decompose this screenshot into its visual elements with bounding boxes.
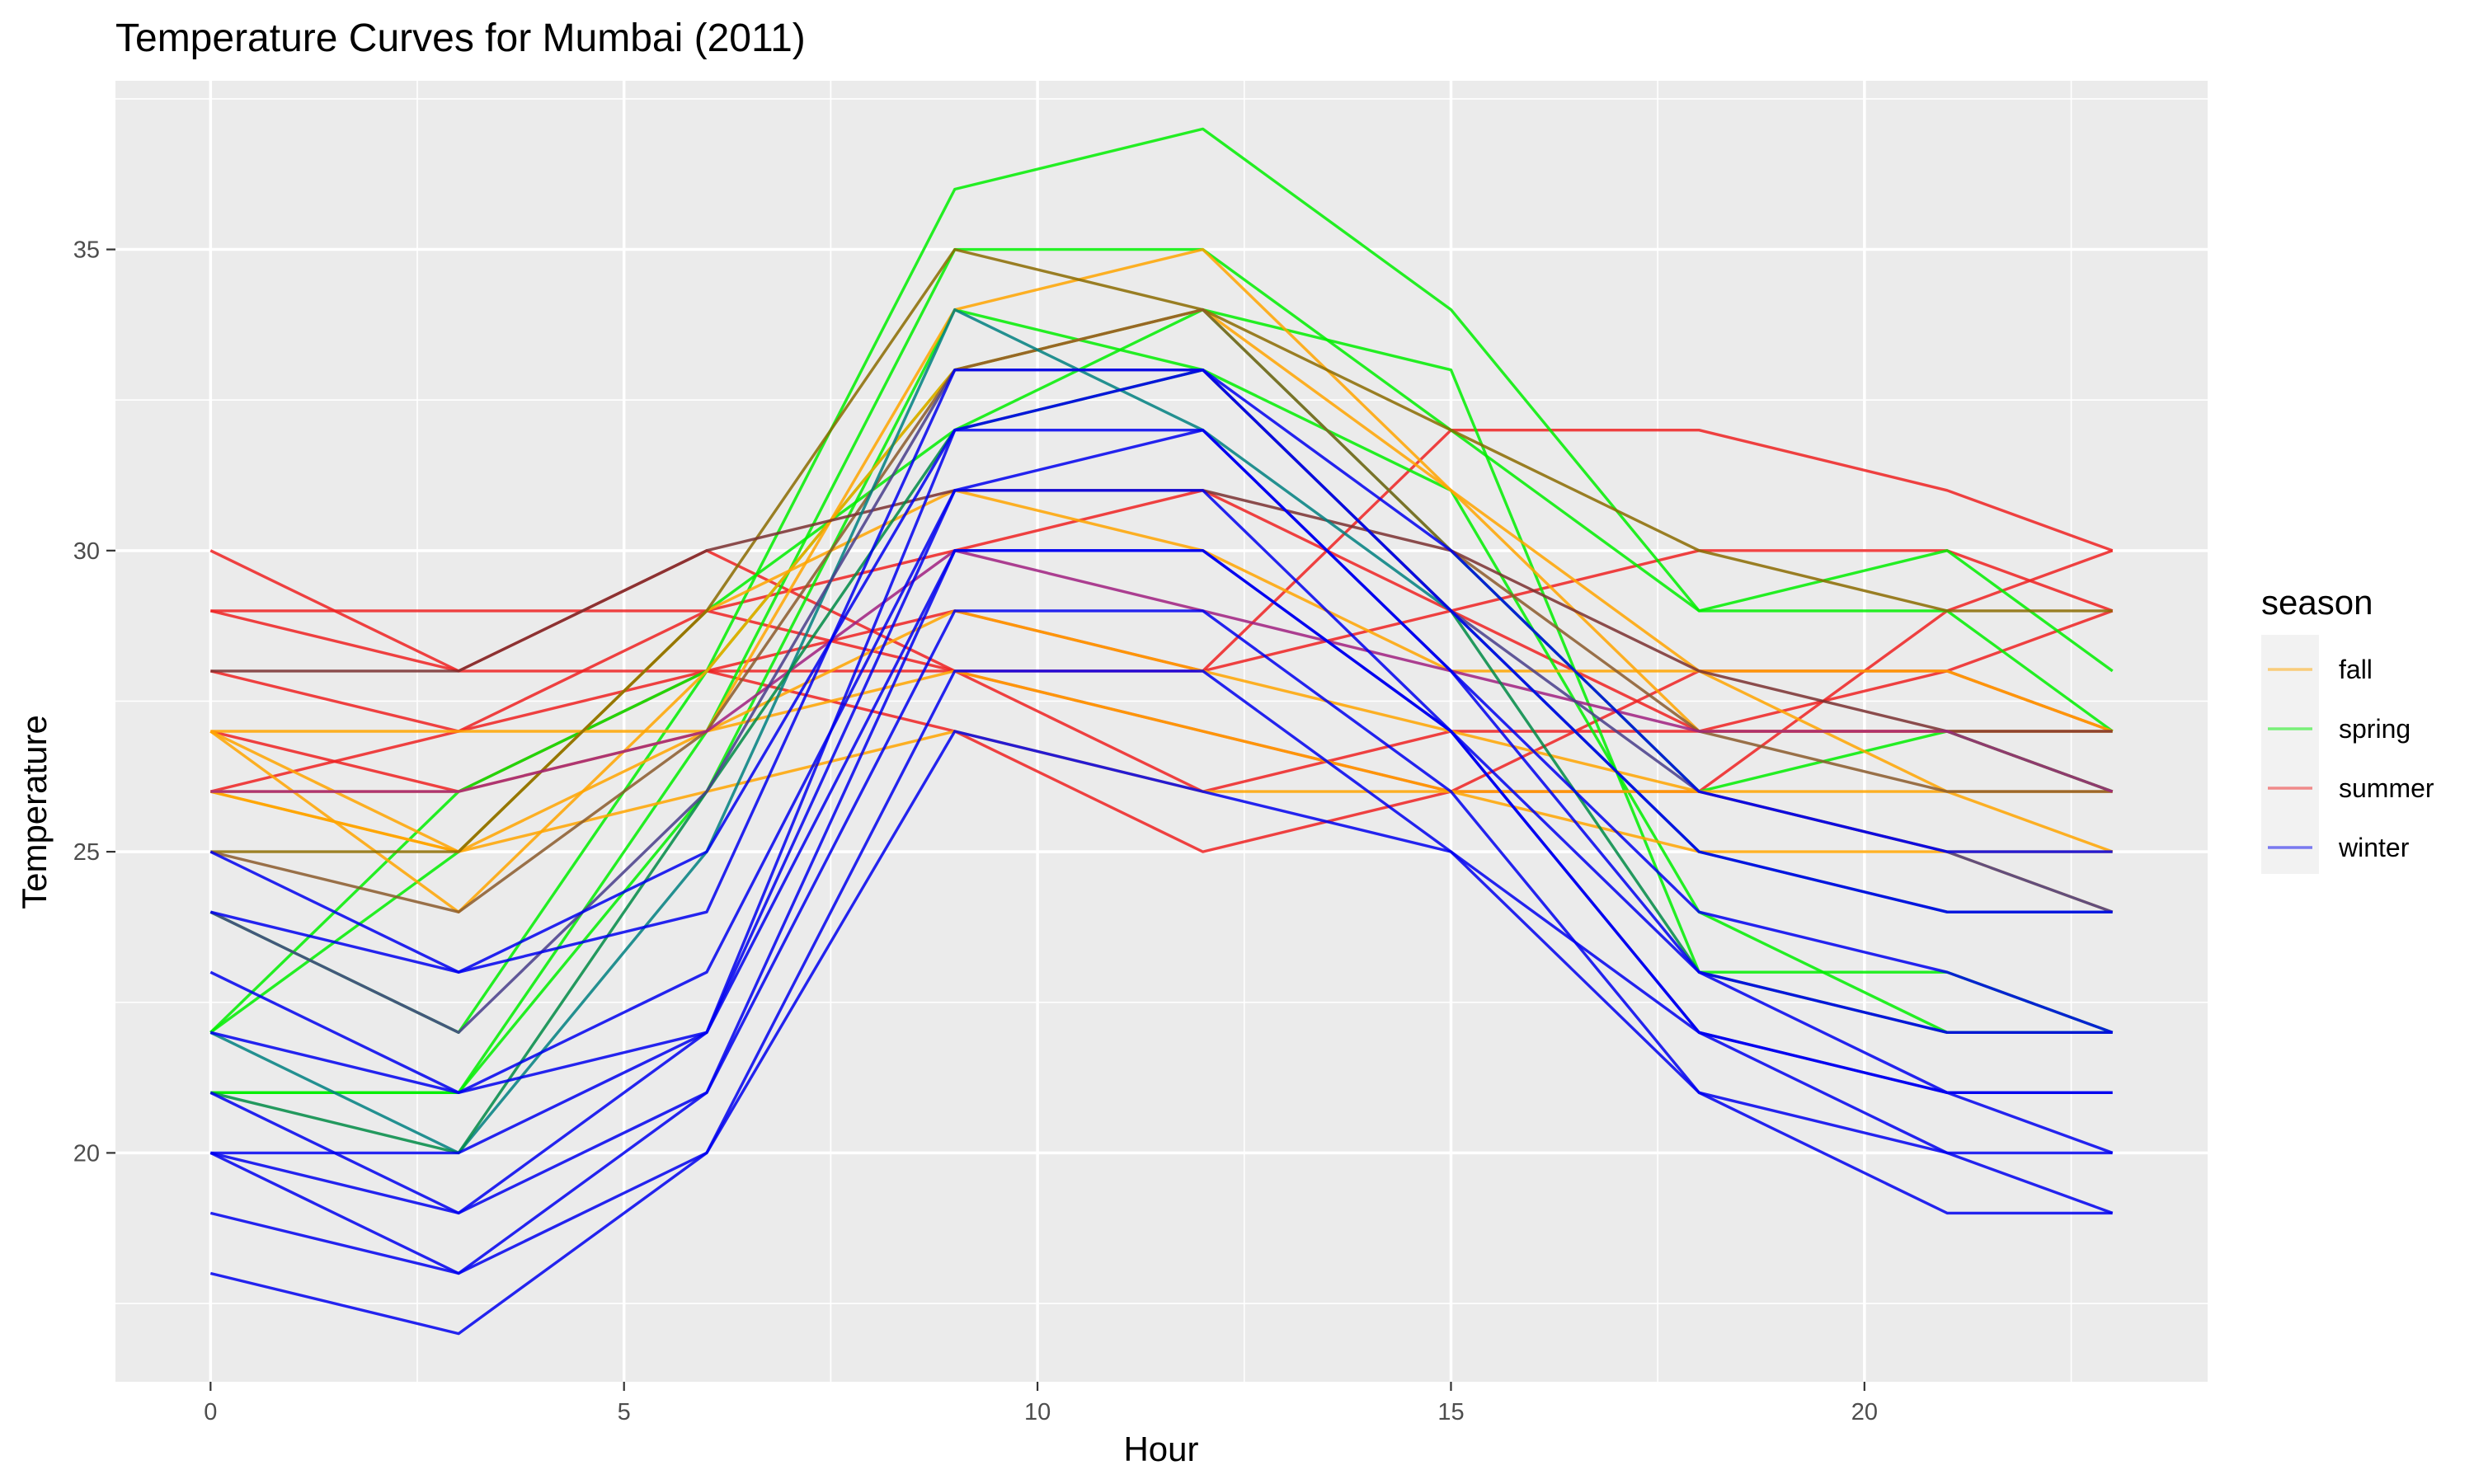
y-axis-title: Temperature bbox=[15, 715, 54, 909]
legend-label-winter: winter bbox=[2338, 833, 2410, 862]
legend-label-summer: summer bbox=[2339, 773, 2434, 803]
series-line-winter-33 bbox=[209, 730, 2113, 1336]
y-tick-label: 35 bbox=[73, 237, 100, 264]
x-tick-label: 0 bbox=[204, 1399, 217, 1425]
legend: season fall spring summer winter bbox=[2261, 583, 2434, 874]
series-line-winter-31 bbox=[209, 609, 2113, 1275]
legend-label-fall: fall bbox=[2339, 655, 2373, 684]
y-axis: 20 25 30 35 bbox=[73, 237, 115, 1167]
x-tick-label: 15 bbox=[1437, 1399, 1464, 1425]
x-axis-title: Hour bbox=[1123, 1430, 1198, 1468]
x-tick-label: 5 bbox=[618, 1399, 631, 1425]
series-line-spring-7 bbox=[209, 127, 2114, 1034]
legend-label-spring: spring bbox=[2339, 714, 2411, 744]
x-tick-label: 20 bbox=[1851, 1399, 1878, 1425]
y-tick-label: 20 bbox=[73, 1140, 100, 1167]
series-line-winter-32 bbox=[209, 669, 2114, 1275]
series-lines bbox=[209, 127, 2114, 1336]
chart-title: Temperature Curves for Mumbai (2011) bbox=[115, 16, 806, 60]
legend-key-background bbox=[2261, 635, 2319, 874]
series-line-winter-34 bbox=[210, 549, 2113, 1155]
series-line-winter-26 bbox=[209, 369, 2113, 974]
x-axis: 0 5 10 15 20 bbox=[204, 1382, 1878, 1425]
y-tick-label: 25 bbox=[73, 839, 100, 866]
y-tick-label: 30 bbox=[73, 538, 100, 565]
series-line-mixed-19 bbox=[209, 308, 2113, 913]
x-tick-label: 10 bbox=[1024, 1399, 1051, 1425]
series-line-winter-28 bbox=[209, 429, 2113, 1095]
legend-title: season bbox=[2261, 583, 2373, 622]
